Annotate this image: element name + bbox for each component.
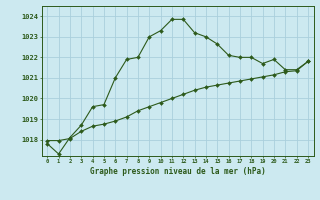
X-axis label: Graphe pression niveau de la mer (hPa): Graphe pression niveau de la mer (hPa)	[90, 167, 266, 176]
